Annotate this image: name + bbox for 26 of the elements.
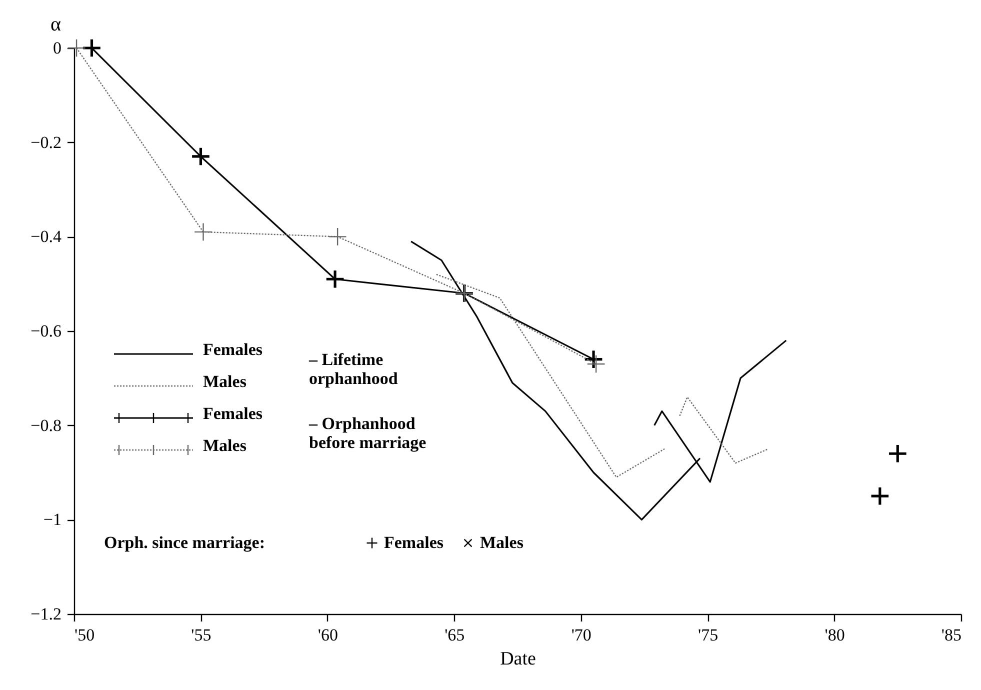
legend-label: Males (203, 372, 247, 391)
legend-label: Females (203, 340, 263, 359)
legend-label: Females (384, 533, 444, 552)
x-tick-label: '70 (571, 626, 592, 644)
y-tick-label: −1 (43, 510, 62, 530)
x-tick-label: '65 (444, 626, 465, 644)
x-tick-label: '55 (191, 626, 212, 644)
y-tick-label: −0.8 (30, 416, 62, 435)
annotation: – Orphanhood before marriage (308, 414, 427, 452)
x-tick-label: '85 (941, 626, 962, 644)
x-tick-label: '80 (824, 626, 845, 644)
annotation: Orph. since marriage: (104, 533, 265, 552)
y-tick-label: −1.2 (30, 604, 62, 624)
x-tick-label: '60 (318, 626, 338, 644)
annotation: – Lifetime orphanhood (308, 350, 398, 388)
x-tick-label: '75 (698, 626, 718, 644)
legend-label: Males (480, 533, 524, 552)
x-tick-label: '50 (74, 626, 95, 644)
legend-label: Males (203, 436, 247, 455)
y-tick-label: −0.4 (30, 227, 62, 246)
x-axis-title: Date (500, 648, 536, 670)
y-tick-label: −0.2 (30, 132, 62, 152)
y-tick-label: −0.6 (30, 322, 62, 340)
y-axis-title: α (50, 14, 62, 36)
legend-label: Females (203, 404, 263, 423)
y-tick-label: 0 (53, 38, 62, 58)
